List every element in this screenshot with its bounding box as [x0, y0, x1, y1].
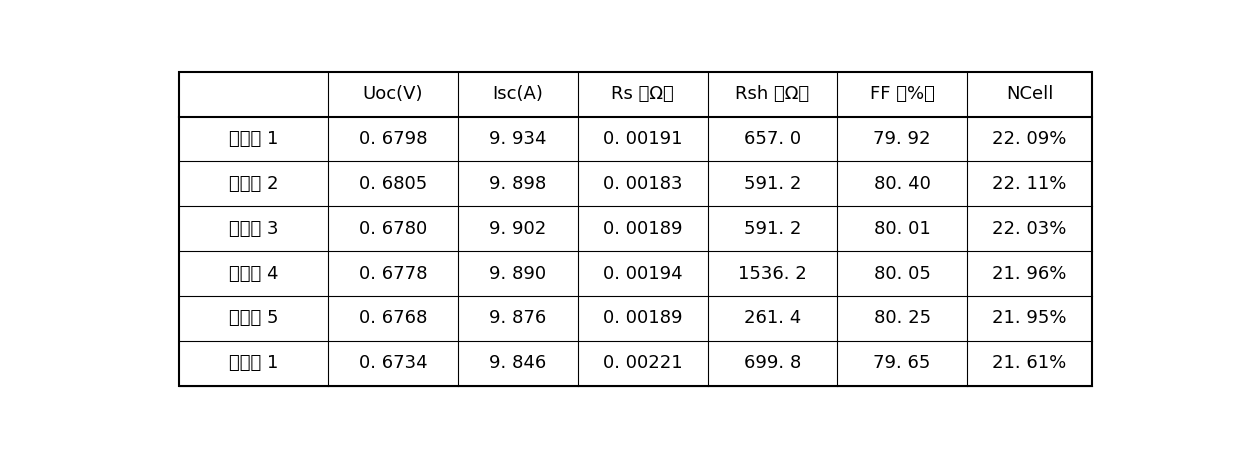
Text: 21. 95%: 21. 95%	[992, 309, 1066, 328]
Text: 0. 6798: 0. 6798	[358, 130, 427, 148]
Text: 9. 902: 9. 902	[489, 220, 547, 238]
Bar	[179, 72, 1092, 386]
Text: 9. 890: 9. 890	[490, 265, 547, 283]
Text: 22. 11%: 22. 11%	[992, 175, 1066, 193]
Text: 0. 6768: 0. 6768	[358, 309, 427, 328]
Text: Isc(A): Isc(A)	[492, 85, 543, 103]
Text: 80. 01: 80. 01	[874, 220, 930, 238]
Text: Uoc(V): Uoc(V)	[362, 85, 423, 103]
Text: 实施例 3: 实施例 3	[228, 220, 278, 238]
Text: 0. 6778: 0. 6778	[358, 265, 427, 283]
Text: FF （%）: FF （%）	[869, 85, 935, 103]
Text: 80. 25: 80. 25	[874, 309, 931, 328]
Text: 0. 00189: 0. 00189	[603, 309, 682, 328]
Text: 9. 846: 9. 846	[489, 354, 547, 372]
Text: 261. 4: 261. 4	[744, 309, 801, 328]
Text: 0. 00183: 0. 00183	[603, 175, 682, 193]
Text: 实施例 5: 实施例 5	[228, 309, 278, 328]
Text: 80. 05: 80. 05	[874, 265, 930, 283]
Text: Rsh （Ω）: Rsh （Ω）	[735, 85, 810, 103]
Text: 22. 03%: 22. 03%	[992, 220, 1066, 238]
Text: 21. 96%: 21. 96%	[992, 265, 1066, 283]
Text: 实施例 1: 实施例 1	[229, 130, 278, 148]
Text: 对比例 1: 对比例 1	[229, 354, 278, 372]
Text: 1536. 2: 1536. 2	[738, 265, 807, 283]
Text: 9. 876: 9. 876	[489, 309, 547, 328]
Text: 591. 2: 591. 2	[744, 175, 801, 193]
Text: 0. 00189: 0. 00189	[603, 220, 682, 238]
Text: 0. 00194: 0. 00194	[603, 265, 682, 283]
Text: 实施例 2: 实施例 2	[228, 175, 278, 193]
Text: 80. 40: 80. 40	[874, 175, 930, 193]
Text: 0. 6780: 0. 6780	[358, 220, 427, 238]
Text: 0. 00191: 0. 00191	[603, 130, 682, 148]
Text: 21. 61%: 21. 61%	[992, 354, 1066, 372]
Text: 591. 2: 591. 2	[744, 220, 801, 238]
Text: NCell: NCell	[1006, 85, 1053, 103]
Text: 22. 09%: 22. 09%	[992, 130, 1066, 148]
Text: 9. 934: 9. 934	[489, 130, 547, 148]
Text: 657. 0: 657. 0	[744, 130, 801, 148]
Text: Rs （Ω）: Rs （Ω）	[611, 85, 675, 103]
Text: 实施例 4: 实施例 4	[228, 265, 278, 283]
Text: 699. 8: 699. 8	[744, 354, 801, 372]
Text: 79. 92: 79. 92	[873, 130, 931, 148]
Text: 9. 898: 9. 898	[489, 175, 547, 193]
Text: 79. 65: 79. 65	[873, 354, 931, 372]
Text: 0. 6734: 0. 6734	[358, 354, 427, 372]
Text: 0. 00221: 0. 00221	[603, 354, 682, 372]
Text: 0. 6805: 0. 6805	[358, 175, 427, 193]
